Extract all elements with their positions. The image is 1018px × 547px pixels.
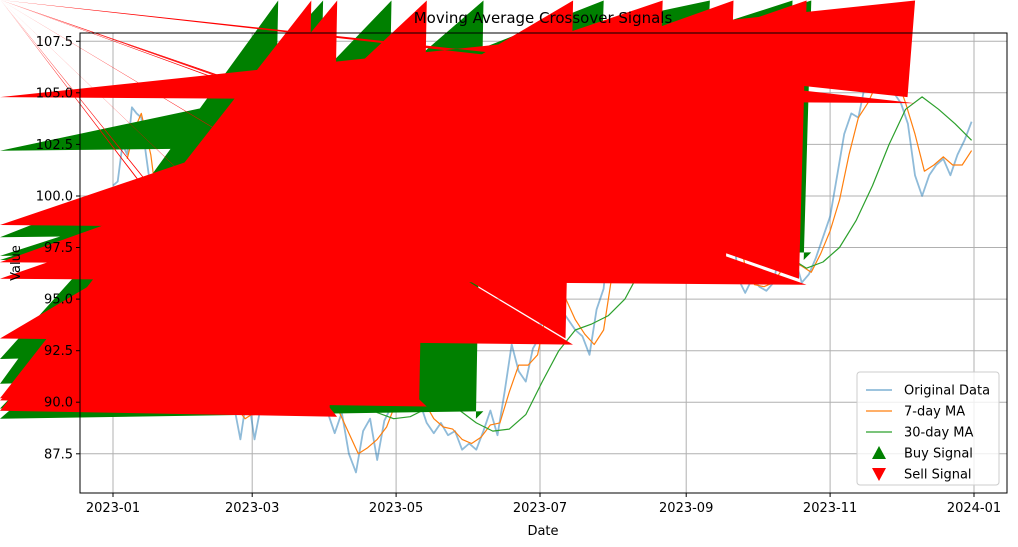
x-tick-label: 2023-05 — [369, 501, 423, 516]
plot-frame — [79, 32, 1008, 494]
series-line-original-data — [112, 61, 973, 474]
y-tick-label: 90.0 — [44, 396, 73, 411]
y-tick-label: 92.5 — [44, 344, 73, 359]
x-tick-label: 2023-09 — [659, 501, 713, 516]
y-tick-label: 107.5 — [36, 35, 73, 50]
y-tick-label: 105.0 — [36, 86, 73, 101]
y-tick-label: 87.5 — [44, 447, 73, 462]
y-tick-label: 95.0 — [44, 293, 73, 308]
y-tick-label: 97.5 — [44, 241, 73, 256]
y-tick-label: 100.0 — [36, 190, 73, 205]
sell-signal-marker — [0, 0, 916, 104]
legend-label: Buy Signal — [904, 447, 973, 462]
x-tick-label: 2023-03 — [225, 501, 279, 516]
legend-sell-signal-icon — [872, 468, 886, 481]
chart-title: Moving Average Crossover Signals — [414, 9, 673, 27]
legend-label: 7-day MA — [904, 405, 965, 420]
marker-layer — [0, 0, 916, 419]
x-tick-label: 2023-01 — [86, 501, 140, 516]
y-axis-label: Value — [9, 245, 24, 281]
y-tick-label: 102.5 — [36, 138, 73, 153]
x-tick-label: 2023-11 — [803, 501, 857, 516]
legend-label: 30-day MA — [904, 426, 973, 441]
legend-box — [856, 371, 1000, 486]
legend: Original Data 7-day MA 30-day MA Buy Signal… — [856, 371, 1000, 486]
axis-ticks: 2023-01 2023-03 2023-05 2023-07 2023-09 2023-… — [36, 35, 1001, 516]
x-tick-label: 2023-07 — [513, 501, 567, 516]
x-axis-label: Date — [527, 524, 558, 539]
legend-label: Sell Signal — [904, 468, 972, 483]
x-tick-label: 2024-01 — [947, 501, 1001, 516]
legend-label: Original Data — [904, 384, 990, 399]
legend-buy-signal-icon — [872, 446, 886, 459]
